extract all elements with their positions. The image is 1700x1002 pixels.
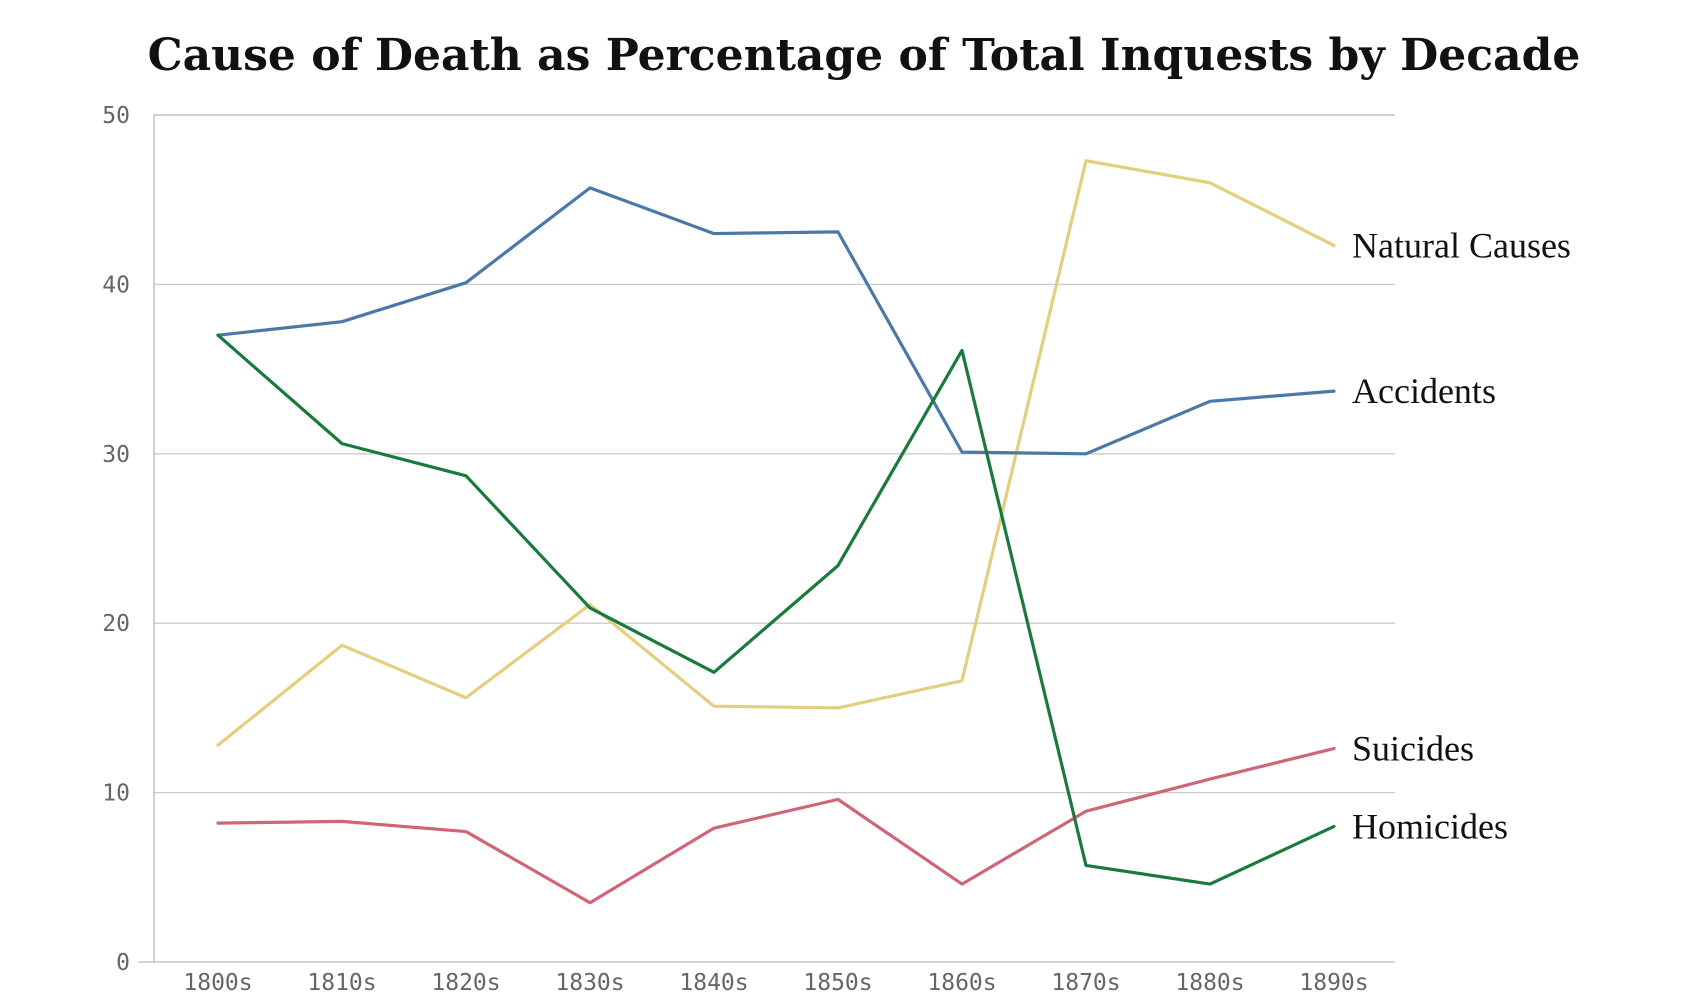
x-tick-label: 1840s xyxy=(679,970,748,996)
chart-title: Cause of Death as Percentage of Total In… xyxy=(147,30,1581,81)
x-tick-label: 1850s xyxy=(803,970,872,996)
y-tick-label: 40 xyxy=(102,272,130,298)
x-tick-label: 1880s xyxy=(1175,970,1244,996)
series-line-accidents xyxy=(216,186,1336,456)
y-tick-label: 10 xyxy=(102,781,130,807)
series-line-natural-causes xyxy=(216,159,1336,747)
y-tick-label: 20 xyxy=(102,611,130,637)
y-tick-label: 50 xyxy=(102,103,130,129)
series-label-accidents: Accidents xyxy=(1352,371,1496,411)
x-tick-label: 1860s xyxy=(927,970,996,996)
series-label-natural-causes: Natural Causes xyxy=(1352,225,1571,265)
x-axis-ticks: 1800s 1810s 1820s 1830s 1840s 1850s 1860s 1870s… xyxy=(183,970,1368,996)
series-label-suicides: Suicides xyxy=(1352,729,1474,769)
y-axis-ticks: 0 10 20 30 40 50 xyxy=(102,103,130,976)
y-tick-label: 30 xyxy=(102,442,130,468)
axes xyxy=(138,114,1395,963)
series-label-homicides: Homicides xyxy=(1352,806,1508,846)
series-line-suicides xyxy=(216,746,1336,905)
gridlines xyxy=(154,114,1395,794)
x-tick-label: 1800s xyxy=(183,970,252,996)
x-tick-label: 1870s xyxy=(1051,970,1120,996)
x-tick-label: 1890s xyxy=(1299,970,1368,996)
x-tick-label: 1820s xyxy=(431,970,500,996)
x-tick-label: 1810s xyxy=(307,970,376,996)
series-labels: Natural Causes Accidents Suicides Homicides xyxy=(1352,225,1571,846)
series-line-homicides xyxy=(216,333,1336,886)
x-tick-label: 1830s xyxy=(555,970,624,996)
y-tick-label: 0 xyxy=(116,950,130,976)
series-lines xyxy=(216,159,1336,905)
